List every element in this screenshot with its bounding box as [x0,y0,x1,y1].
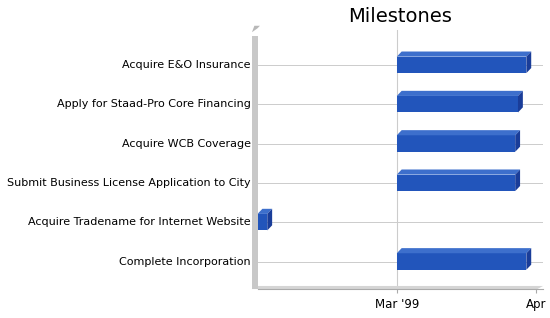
Bar [257,214,267,231]
Bar [397,253,526,270]
Bar [397,96,518,113]
Bar [397,175,515,191]
Polygon shape [397,169,520,175]
Polygon shape [515,169,520,191]
Polygon shape [526,52,531,73]
Polygon shape [252,286,543,289]
Bar [252,36,257,289]
Polygon shape [515,130,520,152]
Polygon shape [397,248,531,253]
Polygon shape [526,248,531,270]
Bar [397,135,515,152]
Bar [397,57,526,73]
Polygon shape [397,91,523,96]
Polygon shape [252,26,260,32]
Polygon shape [267,209,272,231]
Polygon shape [397,130,520,135]
Polygon shape [518,91,523,113]
Polygon shape [257,209,272,214]
Polygon shape [397,52,531,57]
Title: Milestones: Milestones [348,7,452,26]
